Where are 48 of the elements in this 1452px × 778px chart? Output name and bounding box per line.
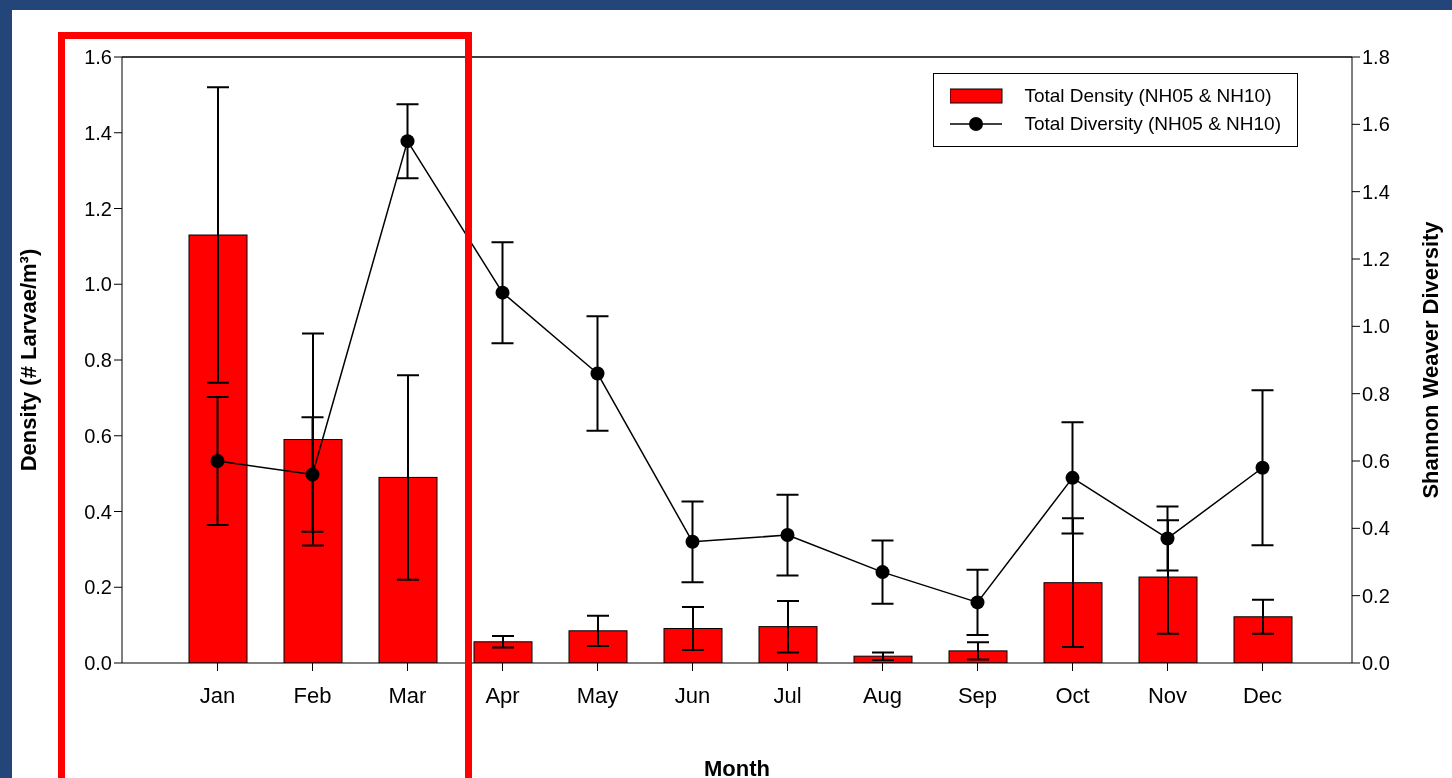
point <box>685 534 700 549</box>
y2-tick-label: 1.0 <box>1362 315 1390 338</box>
x-tick-label: Aug <box>862 682 903 708</box>
legend-label: Total Density (NH05 & NH10) <box>1024 85 1272 107</box>
point <box>1255 460 1270 475</box>
x-tick-label: Apr <box>485 682 520 708</box>
x-tick-label: Jul <box>773 682 802 708</box>
x-tick-label: Dec <box>1242 682 1283 708</box>
point <box>400 134 415 149</box>
y2-tick-label: 1.6 <box>1362 113 1390 136</box>
point <box>1065 470 1080 485</box>
x-tick-label: Jan <box>199 682 236 708</box>
y2-tick-label: 0.2 <box>1362 584 1390 607</box>
y-tick-label: 0.4 <box>84 500 112 523</box>
point <box>780 528 795 543</box>
x-tick-label: Sep <box>957 682 998 708</box>
point <box>970 595 985 610</box>
y-tick-label: 1.2 <box>84 197 112 220</box>
point <box>590 366 605 381</box>
y-tick-label: 0.2 <box>84 576 112 599</box>
y2-tick-label: 0.0 <box>1362 652 1390 675</box>
y-tick-label: 0.6 <box>84 424 112 447</box>
x-tick-label: Oct <box>1055 682 1090 708</box>
x-axis-title: Month <box>704 756 770 778</box>
y2-tick-label: 0.6 <box>1362 450 1390 473</box>
y2-tick-label: 0.8 <box>1362 382 1390 405</box>
point <box>875 565 890 580</box>
x-tick-label: Mar <box>388 682 427 708</box>
legend-label: Total Diversity (NH05 & NH10) <box>1024 113 1281 135</box>
y2-tick-label: 1.4 <box>1362 180 1390 203</box>
x-tick-label: Nov <box>1147 682 1188 708</box>
x-tick-label: Jun <box>674 682 711 708</box>
point <box>210 454 225 468</box>
y2-tick-label: 0.4 <box>1362 517 1390 540</box>
y2-tick-label: 1.2 <box>1362 248 1390 271</box>
y-tick-label: 1.0 <box>84 273 112 296</box>
y-tick-label: 1.4 <box>84 121 112 144</box>
y2-tick-label: 1.8 <box>1362 46 1390 69</box>
x-tick-label: Feb <box>293 682 332 708</box>
y-tick-label: 0.8 <box>84 349 112 372</box>
point <box>305 467 320 482</box>
y2-axis-title: Shannon Weaver Diversity <box>1417 220 1443 499</box>
point <box>495 285 510 300</box>
y-tick-label: 0.0 <box>84 652 112 675</box>
point <box>1160 531 1175 546</box>
y-tick-label: 1.6 <box>84 46 112 69</box>
y-axis-title: Density (# Larvae/m³) <box>15 248 41 472</box>
x-tick-label: May <box>576 682 619 708</box>
